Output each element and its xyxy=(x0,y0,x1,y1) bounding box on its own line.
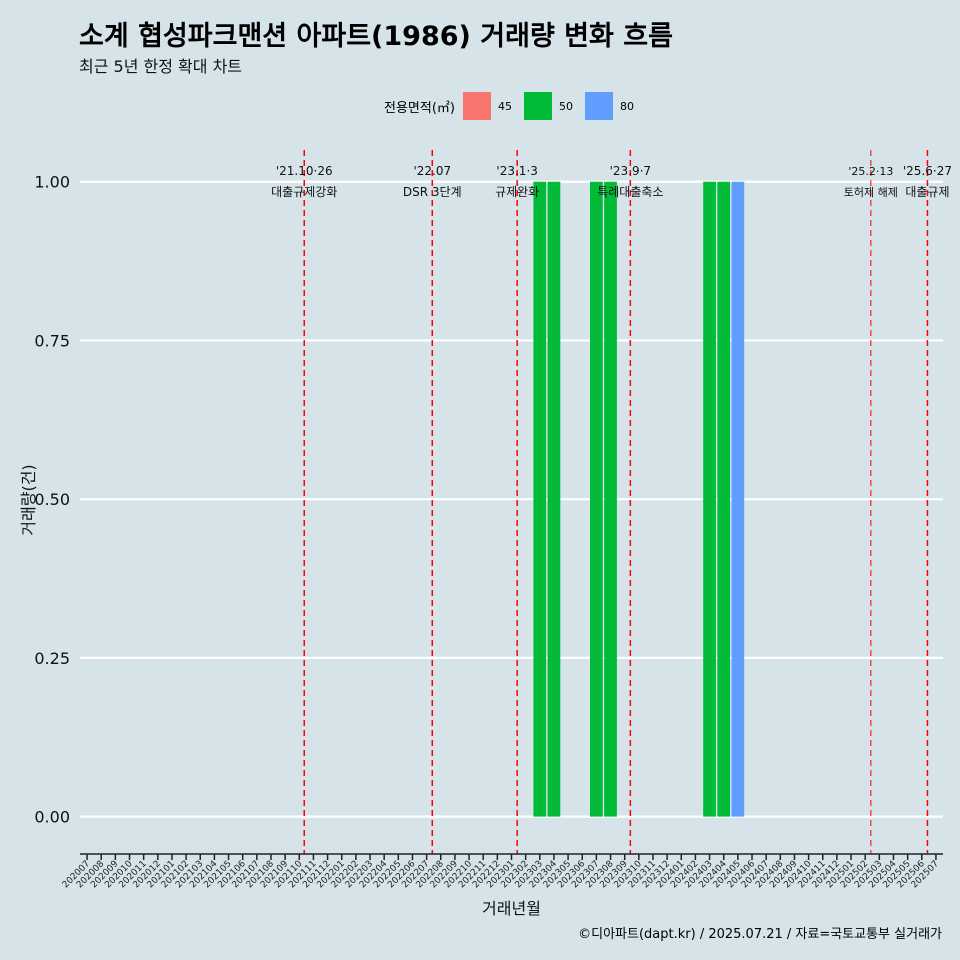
y-tick-label: 1.00 xyxy=(34,173,70,192)
bar-202303-50 xyxy=(533,181,547,817)
event-date-label: '21.10·26 xyxy=(276,164,333,178)
legend-swatch-80 xyxy=(584,92,613,120)
y-tick-label: 0.25 xyxy=(34,649,70,668)
chart-subtitle: 최근 5년 한정 확대 차트 xyxy=(79,57,243,76)
event-date-label: '23.9·7 xyxy=(610,164,651,178)
event-name-label: 대출규제 xyxy=(905,185,949,199)
legend-label-45: 45 xyxy=(497,99,512,113)
event-name-label: 토허제 해제 xyxy=(844,185,898,199)
bar-202304-50 xyxy=(547,181,561,817)
legend-swatch-45 xyxy=(462,92,491,120)
y-tick-label: 0.50 xyxy=(34,490,70,509)
legend-label-80: 80 xyxy=(619,99,634,113)
chart-title: 소계 협성파크맨션 아파트(1986) 거래량 변화 흐름 xyxy=(79,21,673,52)
event-name-label: 특례대출축소 xyxy=(597,185,663,199)
event-date-label: '25.2·13 xyxy=(848,165,893,178)
legend-item-50: 50 xyxy=(523,92,579,120)
event-date-label: '22.07 xyxy=(413,164,451,178)
bar-202308-50 xyxy=(604,181,617,817)
event-name-label: DSR 3단계 xyxy=(403,185,462,199)
x-axis-title: 거래년월 xyxy=(482,899,541,918)
y-tick-label: 0.00 xyxy=(34,808,70,827)
legend-label-50: 50 xyxy=(558,99,573,113)
bar-202307-50 xyxy=(590,181,603,817)
bar-202404-50 xyxy=(717,181,731,817)
event-name-label: 규제완화 xyxy=(495,185,539,199)
bar-202403-50 xyxy=(703,181,716,817)
legend-item-45: 45 xyxy=(462,92,518,120)
bar-202405-80 xyxy=(731,181,745,817)
y-tick-label: 0.75 xyxy=(34,331,70,350)
legend-title: 전용면적(㎡) xyxy=(384,100,455,116)
event-date-label: '25.6·27 xyxy=(903,164,952,178)
source-caption: ©디아파트(dapt.kr) / 2025.07.21 / 자료=국토교통부 실… xyxy=(578,927,942,942)
event-name-label: 대출규제강화 xyxy=(271,185,337,199)
legend-swatch-50 xyxy=(523,92,552,120)
event-date-label: '23.1·3 xyxy=(496,164,537,178)
y-axis-title: 거래량(건) xyxy=(19,464,38,535)
legend: 전용면적(㎡) 45 50 80 xyxy=(384,92,646,120)
legend-item-80: 80 xyxy=(584,92,640,120)
